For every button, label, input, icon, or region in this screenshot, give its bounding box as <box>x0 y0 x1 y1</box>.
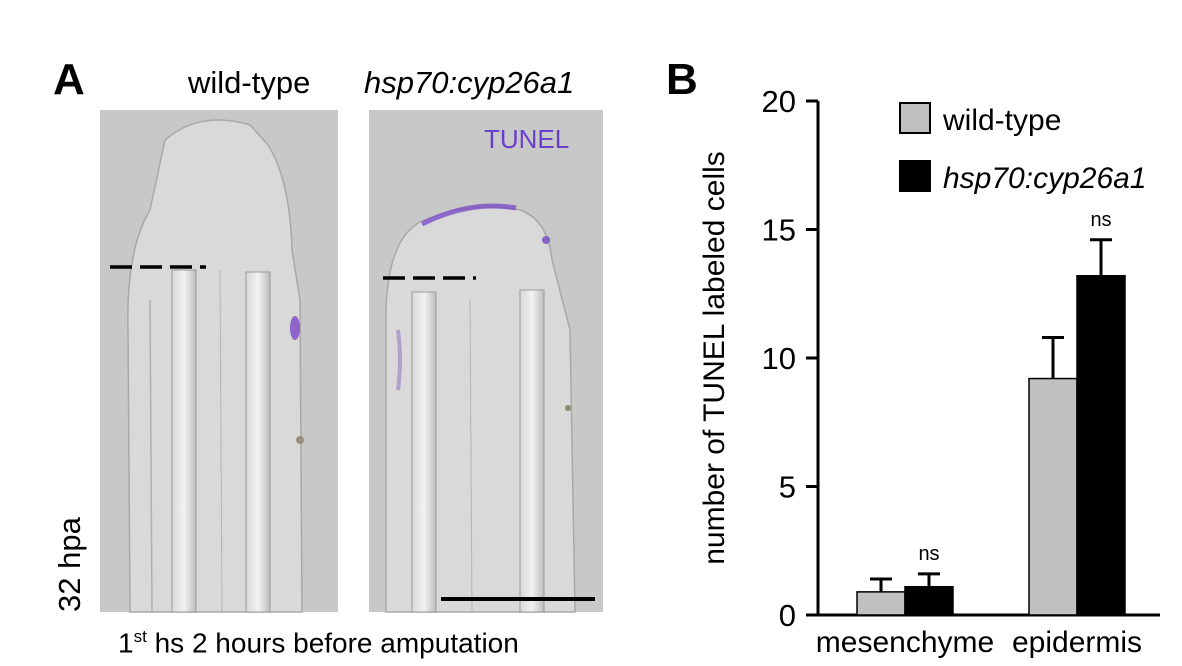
x-category-label: epidermis <box>1012 626 1142 659</box>
bar-epidermis-transgenic <box>1076 275 1126 616</box>
tunel-bar-chart: number of TUNEL labeled cells 0 5 10 15 20 n… <box>698 84 1160 659</box>
micrograph-panels <box>100 110 603 613</box>
caption-number: 1 <box>118 627 134 659</box>
treatment-caption: 1st hs 2 hours before amputation <box>118 628 519 657</box>
y-axis-label: number of TUNEL labeled cells <box>698 151 731 565</box>
bars: ns ns <box>856 209 1126 616</box>
y-tick-label: 20 <box>762 84 796 119</box>
x-category-label: mesenchyme <box>816 626 994 659</box>
panel-b-letter: B <box>666 55 698 104</box>
panel-a-letter: A <box>53 55 85 104</box>
caption-text: hs 2 hours before amputation <box>146 627 519 659</box>
significance-label: ns <box>1090 209 1111 231</box>
tunel-stain-label: TUNEL <box>484 124 570 154</box>
tunel-signal-tip <box>420 203 517 227</box>
legend-swatch <box>899 102 931 134</box>
legend-label: wild-type <box>942 104 1061 137</box>
tunel-signal <box>290 316 300 340</box>
legend-label: hsp70:cyp26a1 <box>943 162 1147 195</box>
bar-epidermis-wild-type <box>1028 377 1078 616</box>
transgenic-column-label: hsp70:cyp26a1 <box>364 65 575 100</box>
wild-type-micrograph <box>100 110 338 613</box>
timepoint-label: 32 hpa <box>52 517 87 612</box>
bar-mesenchyme-transgenic <box>904 585 954 616</box>
transgenic-micrograph <box>369 110 603 613</box>
x-axis-labels: mesenchyme epidermis <box>816 626 1142 659</box>
y-tick-label: 10 <box>762 341 796 376</box>
y-tick-label: 5 <box>779 470 796 505</box>
legend: wild-type hsp70:cyp26a1 <box>899 102 1147 195</box>
legend-swatch <box>899 160 931 192</box>
wild-type-column-label: wild-type <box>188 65 311 100</box>
significance-label: ns <box>918 543 939 565</box>
y-tick-label: 15 <box>762 213 796 248</box>
bar-mesenchyme-wild-type <box>856 591 906 616</box>
y-tick-label: 0 <box>779 598 796 633</box>
caption-superscript: st <box>133 627 147 646</box>
